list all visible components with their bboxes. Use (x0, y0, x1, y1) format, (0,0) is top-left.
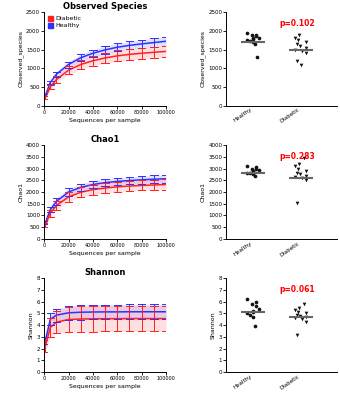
Point (253, 303, 258, 310)
Point (298, 312, 303, 319)
Text: p=0.061: p=0.061 (279, 285, 315, 294)
Y-axis label: Chao1: Chao1 (200, 182, 205, 202)
Point (292, 35, 298, 42)
Point (251, 168, 256, 174)
Point (254, 298, 259, 305)
Point (294, 170, 300, 176)
Point (304, 177, 309, 184)
Point (304, 318, 309, 325)
Point (299, 175, 305, 181)
Point (249, 301, 255, 307)
Point (304, 50, 309, 56)
Point (250, 309, 255, 316)
Point (252, 41, 258, 47)
Point (303, 172, 309, 179)
Y-axis label: Observed_species: Observed_species (200, 30, 205, 87)
Point (294, 311, 300, 318)
Point (254, 31, 259, 38)
Point (250, 39, 255, 45)
Point (254, 54, 259, 60)
Point (299, 48, 305, 54)
Point (294, 41, 300, 47)
Legend: Diabetic, Healthy: Diabetic, Healthy (47, 15, 82, 29)
Point (245, 170, 250, 176)
Y-axis label: Chao1: Chao1 (18, 182, 23, 202)
Y-axis label: Shannon: Shannon (29, 311, 34, 339)
Point (250, 36, 255, 42)
Point (245, 296, 250, 302)
Point (254, 164, 259, 170)
Point (252, 172, 258, 179)
Point (303, 314, 309, 320)
Text: p=0.283: p=0.283 (279, 152, 315, 161)
Point (294, 58, 300, 64)
Point (294, 331, 300, 338)
Point (299, 316, 305, 322)
Point (302, 301, 307, 307)
X-axis label: Sequences per sample: Sequences per sample (69, 251, 141, 256)
Point (253, 33, 258, 40)
Point (296, 161, 302, 167)
Point (292, 315, 298, 321)
Point (296, 304, 302, 311)
Point (298, 171, 303, 178)
Title: Observed Species: Observed Species (63, 2, 147, 11)
Point (251, 308, 256, 314)
Point (292, 174, 298, 180)
X-axis label: Sequences per sample: Sequences per sample (69, 384, 141, 389)
Point (256, 306, 261, 312)
Title: Shannon: Shannon (84, 268, 126, 278)
Point (295, 309, 301, 316)
Point (249, 32, 255, 38)
Y-axis label: Observed_species: Observed_species (18, 30, 23, 87)
Point (303, 44, 309, 51)
Point (303, 310, 308, 317)
Point (252, 323, 258, 330)
Point (295, 37, 301, 43)
Point (303, 39, 308, 45)
Point (250, 314, 255, 320)
Point (298, 42, 303, 49)
Title: Chao1: Chao1 (90, 135, 120, 144)
Point (294, 199, 300, 206)
Y-axis label: Shannon: Shannon (211, 311, 216, 339)
Point (292, 46, 298, 53)
Point (253, 166, 258, 172)
Point (251, 35, 256, 42)
Point (292, 307, 298, 313)
Point (247, 311, 253, 318)
Point (245, 36, 250, 43)
Point (256, 166, 261, 173)
Text: p=0.102: p=0.102 (279, 18, 315, 28)
Point (303, 168, 308, 174)
Point (247, 37, 253, 44)
Point (245, 163, 250, 170)
Point (250, 171, 255, 178)
Point (245, 310, 250, 317)
Point (302, 155, 307, 161)
Point (256, 34, 261, 41)
Point (250, 169, 255, 175)
Point (299, 61, 304, 68)
Point (249, 165, 255, 172)
Point (296, 31, 302, 38)
X-axis label: Sequences per sample: Sequences per sample (69, 118, 141, 123)
Point (247, 170, 253, 176)
Point (245, 30, 250, 36)
Point (295, 165, 301, 172)
Point (292, 163, 298, 170)
